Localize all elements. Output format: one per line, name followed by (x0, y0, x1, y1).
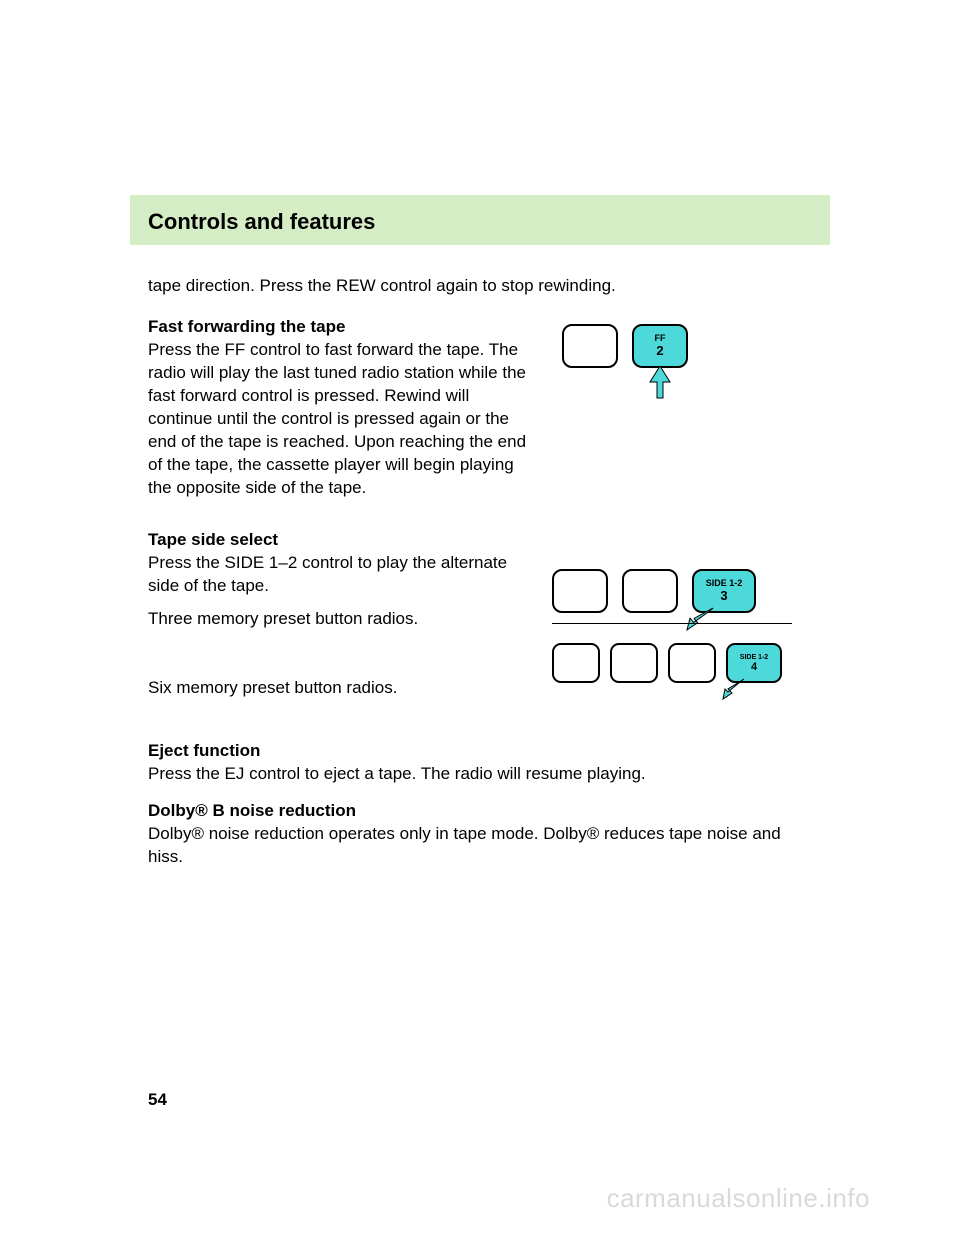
side-3-number: 3 (720, 589, 727, 603)
blank-small-3 (668, 643, 716, 683)
side-4-number: 4 (751, 661, 757, 673)
arrow-diag-icon-2 (718, 677, 750, 701)
blank-button-2 (552, 569, 608, 613)
three-btn-text: Three memory preset button radios. (148, 608, 532, 631)
dolby-section: Dolby® B noise reduction Dolby® noise re… (148, 800, 812, 869)
ff-section: Fast forwarding the tape Press the FF co… (148, 316, 532, 500)
intro-text: tape direction. Press the REW control ag… (148, 276, 616, 295)
page-number: 54 (148, 1090, 167, 1110)
blank-button-1 (562, 324, 618, 368)
arrow-up-icon (648, 366, 672, 408)
side-4-label: SIDE 1-2 (740, 654, 768, 662)
watermark: carmanualsonline.info (607, 1183, 870, 1214)
ff-title: Fast forwarding the tape (148, 317, 345, 336)
ff-button[interactable]: FF 2 (632, 324, 688, 368)
blank-button-3 (622, 569, 678, 613)
brace-line (552, 623, 792, 637)
blank-small-1 (552, 643, 600, 683)
side-4-button[interactable]: SIDE 1-2 4 (726, 643, 782, 683)
dolby-title: Dolby® B noise reduction (148, 801, 356, 820)
section-header: Controls and features (130, 195, 830, 245)
side-body: Press the SIDE 1–2 control to play the a… (148, 553, 507, 595)
side-3-button[interactable]: SIDE 1-2 3 (692, 569, 756, 613)
side-section: Tape side select Press the SIDE 1–2 cont… (148, 529, 532, 700)
ff-button-number: 2 (656, 344, 663, 358)
blank-small-2 (610, 643, 658, 683)
intro-paragraph: tape direction. Press the REW control ag… (148, 275, 812, 298)
dolby-body: Dolby® noise reduction operates only in … (148, 824, 781, 866)
side-title: Tape side select (148, 530, 278, 549)
eject-section: Eject function Press the EJ control to e… (148, 740, 812, 786)
eject-title: Eject function (148, 741, 260, 760)
six-btn-text: Six memory preset button radios. (148, 677, 532, 700)
section-title: Controls and features (148, 209, 812, 235)
ff-body: Press the FF control to fast forward the… (148, 340, 526, 497)
eject-body: Press the EJ control to eject a tape. Th… (148, 764, 646, 783)
